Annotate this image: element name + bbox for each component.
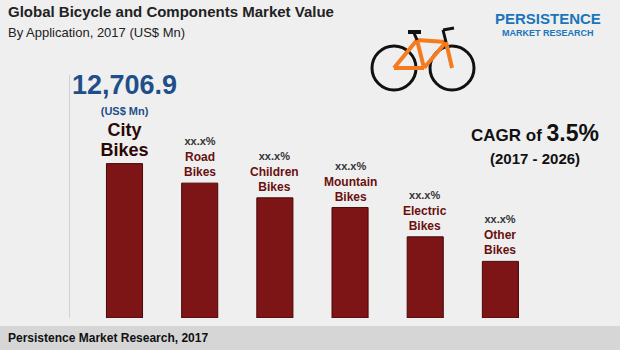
svg-text:xx.x%ChildrenBikes: xx.x%ChildrenBikes: [250, 150, 299, 194]
svg-text:MARKET RESEARCH: MARKET RESEARCH: [502, 28, 594, 38]
svg-text:(2017 - 2026): (2017 - 2026): [490, 150, 580, 167]
svg-text:PERSISTENCE: PERSISTENCE: [495, 10, 601, 27]
svg-text:xx.x%MountainBikes: xx.x%MountainBikes: [324, 160, 377, 204]
svg-text:Global Bicycle and Components: Global Bicycle and Components Market Val…: [8, 3, 334, 20]
svg-text:By Application, 2017 (US$ Mn): By Application, 2017 (US$ Mn): [8, 25, 185, 40]
svg-text:xx.x%ElectricBikes: xx.x%ElectricBikes: [403, 189, 447, 233]
svg-text:12,706.9(US$ Mn)CityBikes: 12,706.9(US$ Mn)CityBikes: [72, 70, 177, 160]
svg-text:CAGR of 3.5%: CAGR of 3.5%: [471, 120, 599, 146]
svg-text:xx.x%OtherBikes: xx.x%OtherBikes: [484, 213, 516, 257]
svg-text:xx.x%RoadBikes: xx.x%RoadBikes: [184, 135, 216, 179]
svg-text:Persistence Market Research, 2: Persistence Market Research, 2017: [8, 331, 208, 345]
